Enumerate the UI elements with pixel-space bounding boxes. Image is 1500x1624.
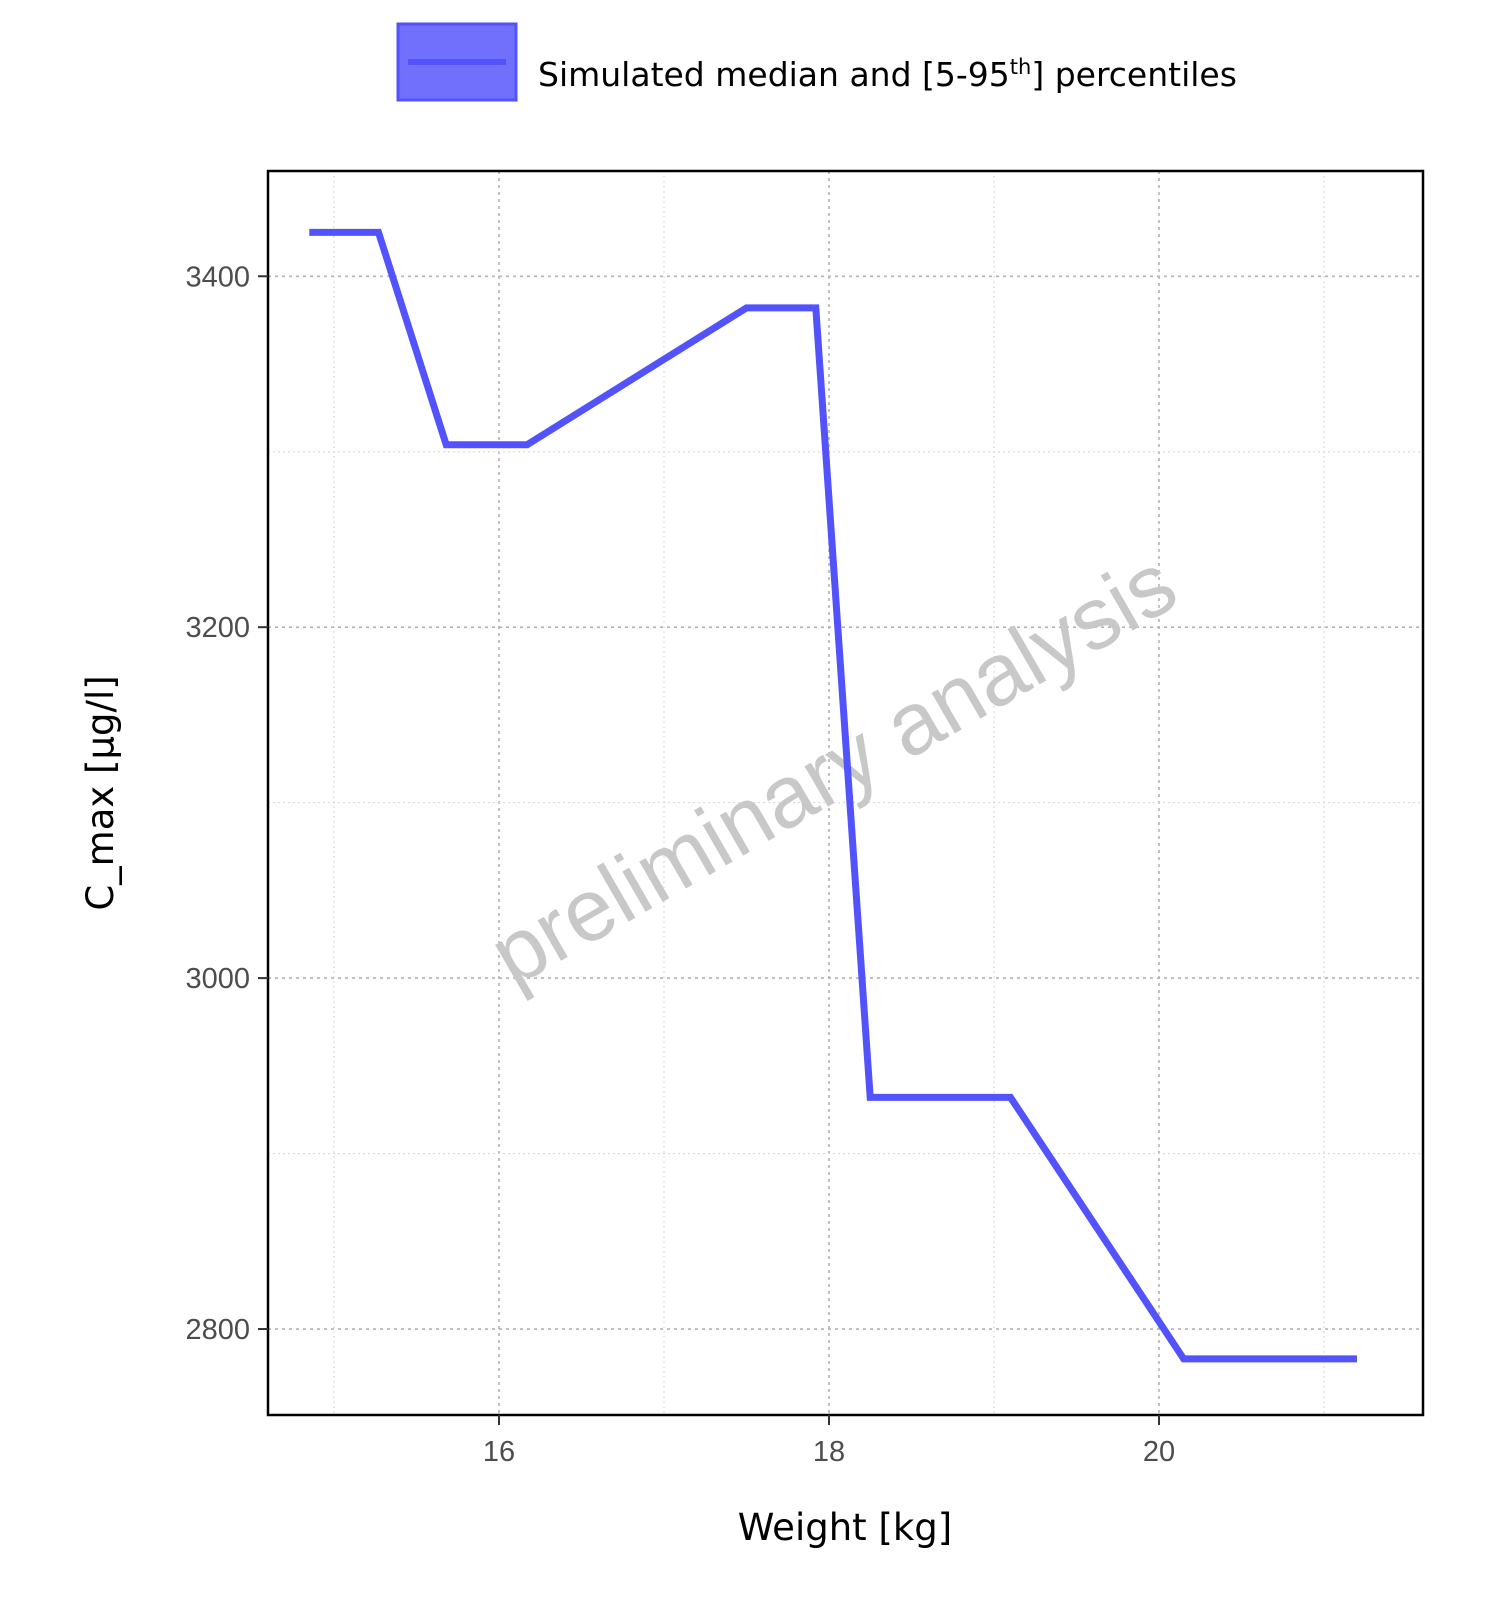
- plot-panel-border: [266, 169, 1425, 1417]
- x-tick-label: 18: [813, 1436, 845, 1468]
- legend-label: Simulated median and [5-95th] percentile…: [538, 55, 1237, 94]
- series-line: [309, 228, 1357, 1363]
- y-axis: 2800 3000 3200 3400: [185, 261, 268, 1346]
- x-tick-label: 20: [1143, 1436, 1175, 1468]
- x-axis-title: Weight [kg]: [738, 1506, 952, 1549]
- y-tick-label: 3400: [185, 261, 250, 293]
- grid: [268, 171, 1423, 1415]
- x-axis: 16 18 20: [483, 1415, 1175, 1468]
- x-tick-label: 16: [483, 1436, 515, 1468]
- y-tick-label: 3200: [185, 612, 250, 644]
- y-tick-label: 3000: [185, 963, 250, 995]
- y-tick-label: 2800: [185, 1314, 250, 1346]
- y-axis-title: C_max [µg/l]: [79, 675, 122, 910]
- legend: Simulated median and [5-95th] percentile…: [396, 22, 1237, 102]
